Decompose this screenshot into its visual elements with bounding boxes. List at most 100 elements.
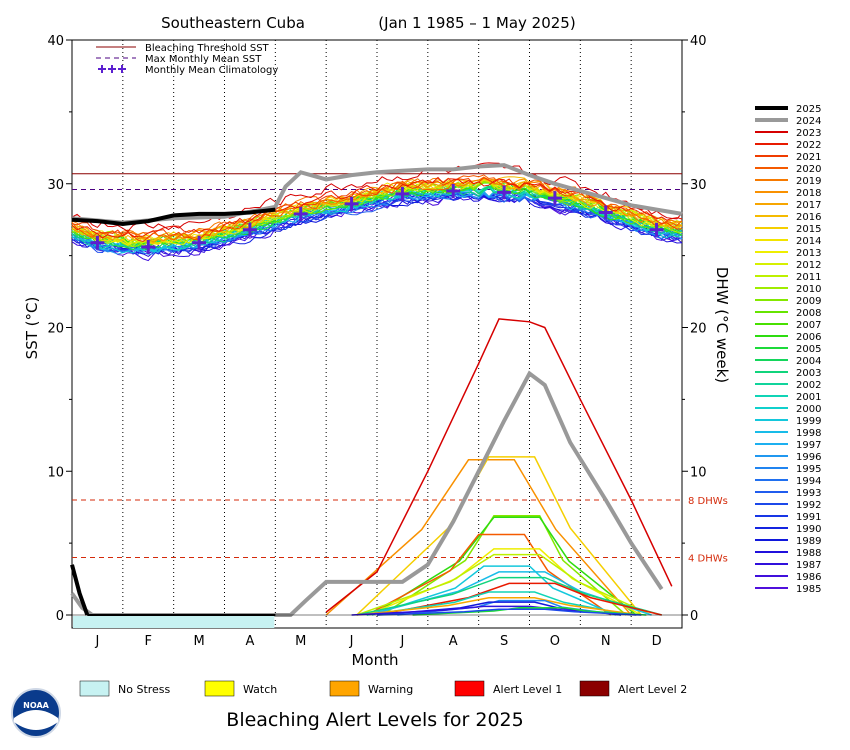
month-label: D xyxy=(652,634,662,649)
year-legend-label-2011: 2011 xyxy=(796,272,821,283)
month-label: O xyxy=(550,634,560,649)
dhw-line-historical xyxy=(376,608,642,616)
y-tick-label-left: 20 xyxy=(47,322,64,337)
year-legend-label-2007: 2007 xyxy=(796,320,821,331)
logo-text: NOAA xyxy=(23,701,49,710)
year-legend-label-2023: 2023 xyxy=(796,128,821,139)
year-legend-label-2009: 2009 xyxy=(796,296,821,307)
sst-line-1990 xyxy=(71,191,683,255)
dhw-line-historical xyxy=(371,565,617,616)
alert-legend-swatch xyxy=(329,680,360,697)
month-label: J xyxy=(399,634,404,649)
year-legend-label-1990: 1990 xyxy=(796,524,821,535)
legend-label: Max Monthly Mean SST xyxy=(145,54,262,65)
year-legend-label-2022: 2022 xyxy=(796,140,821,151)
dhw-line-historical xyxy=(356,576,662,616)
year-legend: 2025202420232022202120202019201820172016… xyxy=(755,104,821,595)
climatology-marker xyxy=(547,191,562,206)
chart-date-range: (Jan 1 1985 – 1 May 2025) xyxy=(378,14,575,32)
climatology-marker xyxy=(446,183,461,198)
alert-legend-label: Alert Level 2 xyxy=(618,683,687,696)
year-legend-label-1989: 1989 xyxy=(796,536,821,547)
year-legend-label-1985: 1985 xyxy=(796,584,821,595)
y-tick-label-right: 0 xyxy=(690,609,698,624)
month-label: J xyxy=(349,634,354,649)
dhw-threshold-label: 8 DHWs xyxy=(688,496,728,507)
year-legend-label-2010: 2010 xyxy=(796,284,821,295)
alert-legend-label: Alert Level 1 xyxy=(493,683,562,696)
dhw-line-2025 xyxy=(70,564,90,616)
year-legend-label-2005: 2005 xyxy=(796,344,821,355)
year-legend-label-1986: 1986 xyxy=(796,572,821,583)
legend-plus-marker xyxy=(118,65,126,73)
alert-legend-label: Watch xyxy=(243,683,277,696)
dhw-line-historical xyxy=(366,591,632,616)
dhw-line-historical xyxy=(412,607,647,616)
year-legend-label-2012: 2012 xyxy=(796,260,821,271)
alert-legend-label: No Stress xyxy=(118,683,171,696)
year-legend-label-2003: 2003 xyxy=(796,368,821,379)
climatology-marker xyxy=(598,205,613,220)
alert-legend-swatch xyxy=(454,680,485,697)
climatology-marker xyxy=(293,206,308,221)
y-tick-label-right: 40 xyxy=(690,34,707,49)
y-tick-label-right: 20 xyxy=(690,322,707,337)
dhw-threshold-label: 4 DHWs xyxy=(688,554,728,565)
dhw-line-historical xyxy=(356,597,642,616)
year-legend-label-1992: 1992 xyxy=(796,500,821,511)
dhw-line-historical xyxy=(371,516,637,616)
y-tick-label-left: 0 xyxy=(56,609,64,624)
dhw-line-2023 xyxy=(325,318,673,613)
y-tick-label-right: 10 xyxy=(690,465,707,480)
year-legend-label-2021: 2021 xyxy=(796,152,821,163)
month-label: A xyxy=(449,634,458,649)
month-label: A xyxy=(245,634,254,649)
dhw-line-historical xyxy=(356,456,642,616)
year-legend-label-1997: 1997 xyxy=(796,440,821,451)
month-label: S xyxy=(500,634,508,649)
legend-plus-marker xyxy=(108,65,116,73)
legend-label: Monthly Mean Climatology xyxy=(145,65,278,76)
y-tick-label-right: 30 xyxy=(690,178,707,193)
dhw-line-historical xyxy=(325,459,632,616)
sst-line-2002 xyxy=(71,186,683,251)
year-legend-label-2014: 2014 xyxy=(796,236,821,247)
climatology-marker xyxy=(141,240,156,254)
year-legend-label-2018: 2018 xyxy=(796,188,821,199)
year-legend-label-1988: 1988 xyxy=(796,548,821,559)
plot-frame xyxy=(71,39,683,629)
year-legend-label-2004: 2004 xyxy=(796,356,821,367)
year-legend-label-2024: 2024 xyxy=(796,116,821,127)
year-legend-label-1987: 1987 xyxy=(796,560,821,571)
climatology-marker xyxy=(192,235,207,250)
year-legend-label-1995: 1995 xyxy=(796,464,821,475)
legend-label: Bleaching Threshold SST xyxy=(145,43,270,54)
year-legend-label-2016: 2016 xyxy=(796,212,821,223)
alert-legend-swatch xyxy=(79,680,110,697)
alert-legend: No Stress Watch Warning Alert Level 1 Alert … xyxy=(79,680,687,697)
climatology-marker xyxy=(649,222,664,237)
sst-line-2023 xyxy=(71,162,683,233)
alert-bar-no-stress xyxy=(73,616,275,628)
dhw-line-historical xyxy=(376,582,662,616)
year-legend-label-2000: 2000 xyxy=(796,404,821,415)
alert-title: Bleaching Alert Levels for 2025 xyxy=(226,709,523,731)
climatology-marker xyxy=(344,196,359,211)
month-label: F xyxy=(145,634,152,649)
legend-plus-marker xyxy=(98,65,106,73)
month-label: N xyxy=(601,634,611,649)
year-legend-label-1996: 1996 xyxy=(796,452,821,463)
dhw-line-historical xyxy=(351,605,637,616)
chart-labels: Southeastern Cuba (Jan 1 1985 – 1 May 20… xyxy=(23,14,731,731)
year-legend-label-2020: 2020 xyxy=(796,164,821,175)
year-legend-label-2025: 2025 xyxy=(796,104,821,115)
noaa-logo: NOAA xyxy=(11,688,61,738)
year-legend-label-2008: 2008 xyxy=(796,308,821,319)
climatology-marker xyxy=(497,185,512,200)
climatology-marker xyxy=(395,186,410,201)
year-legend-label-1991: 1991 xyxy=(796,512,821,523)
alert-legend-label: Warning xyxy=(368,683,413,696)
year-legend-label-2002: 2002 xyxy=(796,380,821,391)
year-legend-label-1998: 1998 xyxy=(796,428,821,439)
